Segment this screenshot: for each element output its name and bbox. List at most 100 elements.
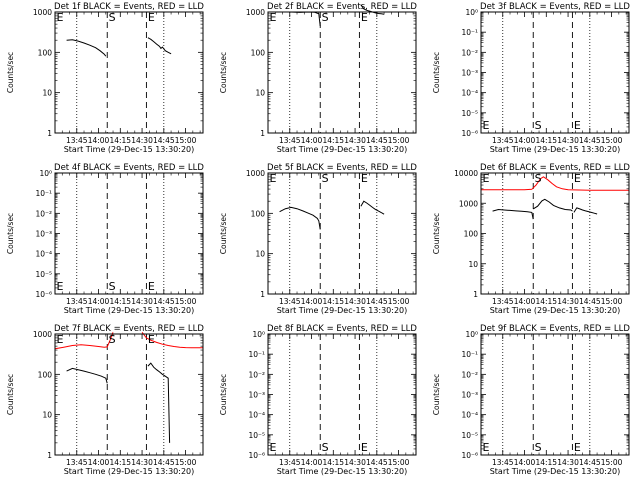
- y-tick-label: 10⁰: [252, 330, 265, 339]
- events-series-line: [279, 11, 321, 27]
- y-tick-label: 10⁻⁶: [461, 129, 478, 138]
- x-axis-label: Start Time (29-Dec-15 13:30:20): [277, 467, 408, 476]
- y-tick-label: 10⁻²: [35, 209, 52, 218]
- x-tick-label: 14:15: [109, 297, 131, 306]
- plot-panel-5: Det 5f BLACK = Events, RED = LLD 1 10 100 10…: [219, 163, 417, 315]
- plot-frame: [480, 333, 630, 456]
- lld-series-line: [54, 332, 114, 350]
- x-tick-label: 14:45: [366, 136, 388, 145]
- y-tick-label: 1: [260, 290, 265, 299]
- marker-letter: E: [269, 11, 276, 24]
- x-tick-label: 14:15: [109, 458, 131, 467]
- x-tick-label: 14:00: [301, 458, 323, 467]
- x-axis-label: Start Time (29-Dec-15 13:30:20): [277, 306, 408, 315]
- y-tick-label: 10⁻²: [461, 48, 478, 57]
- y-tick-label: 1: [473, 290, 478, 299]
- plot-title: Det 1f BLACK = Events, RED = LLD: [54, 2, 204, 12]
- y-tick-label: 100: [38, 370, 53, 379]
- x-tick-label: 13:45: [492, 136, 514, 145]
- y-tick-label: 10000: [454, 169, 478, 178]
- x-tick-label: 13:45: [492, 297, 514, 306]
- plot-frame: [480, 11, 630, 134]
- y-tick-label: 1000: [33, 330, 52, 339]
- marker-letter: S: [109, 11, 116, 24]
- x-tick-label: 14:00: [514, 136, 536, 145]
- marker-letter: E: [56, 280, 63, 293]
- x-axis-label: Start Time (29-Dec-15 13:30:20): [490, 145, 621, 154]
- y-tick-label: 10: [468, 260, 478, 269]
- y-tick-label: 10⁻⁶: [35, 290, 52, 299]
- y-axis-label: Counts/sec: [432, 213, 441, 254]
- marker-letter: E: [361, 441, 368, 454]
- y-tick-label: 10⁻⁴: [35, 250, 52, 259]
- x-tick-label: 13:45: [279, 136, 301, 145]
- marker-letter: S: [535, 119, 542, 132]
- x-tick-label: 13:45: [279, 458, 301, 467]
- marker-letter: E: [148, 11, 155, 24]
- y-tick-label: 1: [260, 129, 265, 138]
- plot-frame: [54, 172, 204, 295]
- plot-frame: [267, 333, 417, 456]
- plot-frame: [480, 172, 630, 295]
- y-tick-label: 10⁻⁵: [248, 431, 265, 440]
- y-axis-label: Counts/sec: [219, 374, 228, 415]
- plot-panel-4: Det 4f BLACK = Events, RED = LLD 10⁻⁶ 10⁻⁵…: [6, 163, 204, 315]
- y-tick-label: 10⁻⁵: [35, 270, 52, 279]
- y-tick-label: 10: [42, 411, 52, 420]
- x-tick-label: 15:00: [175, 458, 197, 467]
- plot-title: Det 5f BLACK = Events, RED = LLD: [267, 163, 417, 173]
- x-tick-label: 14:45: [579, 136, 601, 145]
- x-tick-label: 14:30: [557, 458, 579, 467]
- x-axis-label: Start Time (29-Dec-15 13:30:20): [490, 306, 621, 315]
- y-tick-label: 1000: [459, 199, 478, 208]
- x-axis-label: Start Time (29-Dec-15 13:30:20): [64, 306, 195, 315]
- plot-title: Det 4f BLACK = Events, RED = LLD: [54, 163, 204, 173]
- x-axis-label: Start Time (29-Dec-15 13:30:20): [490, 467, 621, 476]
- x-tick-label: 15:00: [388, 458, 410, 467]
- plot-panel-7: Det 7f BLACK = Events, RED = LLD 1 10 100 10…: [6, 324, 204, 476]
- plot-title: Det 8f BLACK = Events, RED = LLD: [267, 324, 417, 334]
- y-tick-label: 100: [251, 209, 266, 218]
- events-series-line: [147, 362, 171, 443]
- y-tick-label: 10: [255, 250, 265, 259]
- y-tick-label: 10⁰: [465, 8, 478, 17]
- plot-frame: [54, 333, 204, 456]
- events-series-line: [573, 207, 598, 215]
- x-tick-label: 15:00: [175, 297, 197, 306]
- x-axis-label: Start Time (29-Dec-15 13:30:20): [277, 145, 408, 154]
- events-series-line: [66, 367, 108, 384]
- y-tick-label: 10⁻³: [248, 391, 265, 400]
- x-tick-label: 13:45: [66, 136, 88, 145]
- x-tick-label: 14:00: [88, 297, 110, 306]
- x-tick-label: 14:15: [322, 297, 344, 306]
- x-tick-label: 14:30: [344, 297, 366, 306]
- marker-letter: E: [56, 333, 63, 346]
- x-tick-label: 14:30: [344, 458, 366, 467]
- x-tick-label: 14:00: [514, 458, 536, 467]
- x-tick-label: 15:00: [601, 458, 623, 467]
- marker-letter: S: [535, 441, 542, 454]
- y-tick-label: 1000: [246, 169, 265, 178]
- events-series-line: [492, 208, 534, 220]
- plot-panel-1: Det 1f BLACK = Events, RED = LLD 1 10 100 10…: [6, 2, 204, 154]
- plot-title: Det 9f BLACK = Events, RED = LLD: [480, 324, 630, 334]
- y-tick-label: 10: [42, 89, 52, 98]
- marker-letter: S: [322, 172, 329, 185]
- marker-letter: S: [109, 333, 116, 346]
- marker-letter: E: [269, 441, 276, 454]
- y-axis-label: Counts/sec: [6, 52, 15, 93]
- plot-panel-2: Det 2f BLACK = Events, RED = LLD 1 10 100 10…: [219, 2, 417, 154]
- y-tick-label: 10⁻⁵: [461, 109, 478, 118]
- y-tick-label: 10⁻¹: [461, 28, 478, 37]
- y-tick-label: 100: [38, 48, 53, 57]
- y-axis-label: Counts/sec: [432, 374, 441, 415]
- events-series-line: [279, 206, 321, 230]
- x-tick-label: 15:00: [175, 136, 197, 145]
- marker-letter: E: [482, 172, 489, 185]
- y-axis-label: Counts/sec: [432, 52, 441, 93]
- y-tick-label: 10⁻²: [461, 370, 478, 379]
- plot-title: Det 7f BLACK = Events, RED = LLD: [54, 324, 204, 334]
- y-tick-label: 10⁻³: [35, 230, 52, 239]
- y-tick-label: 10⁻¹: [248, 350, 265, 359]
- x-tick-label: 14:00: [88, 458, 110, 467]
